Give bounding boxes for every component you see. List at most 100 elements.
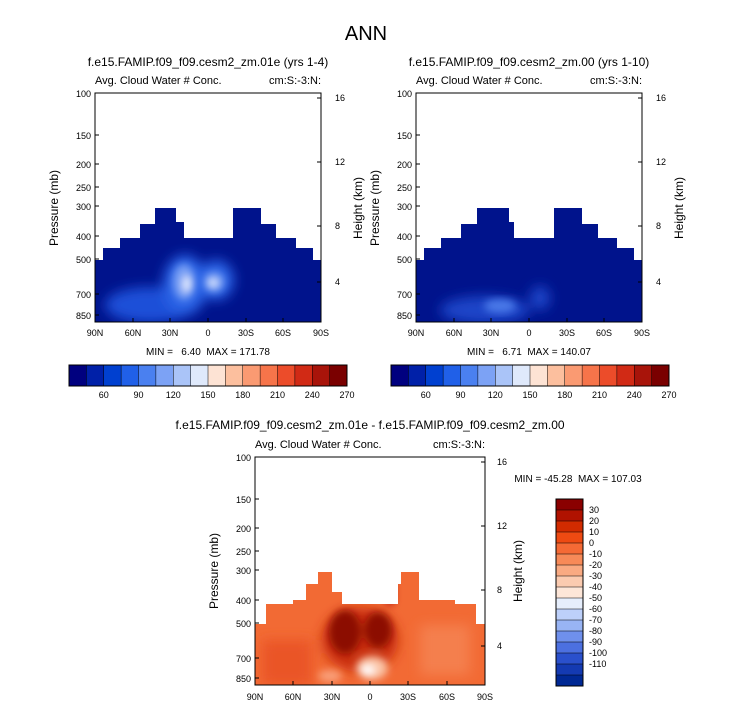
- colorbar-swatch: [556, 653, 583, 665]
- colorbar-label: 150: [522, 390, 537, 400]
- x-tick-label: 60S: [275, 328, 291, 338]
- panel-subtitle-left: Avg. Cloud Water # Conc.: [416, 75, 543, 87]
- x-tick-label: 30S: [238, 328, 254, 338]
- x-tick-label: 0: [205, 328, 210, 338]
- y-axis-label-right: Height (km): [672, 177, 686, 239]
- y-tick-label-right: 4: [497, 641, 502, 651]
- colorbar-swatch: [556, 675, 583, 687]
- y-tick-label-right: 8: [497, 585, 502, 595]
- colorbar-swatch: [547, 365, 566, 386]
- colorbar-label: 20: [589, 516, 599, 526]
- colorbar-swatch: [242, 365, 261, 386]
- colorbar-label: 210: [270, 390, 285, 400]
- y-tick-label: 400: [236, 596, 251, 606]
- panel-title: f.e15.FAMIP.f09_f09.cesm2_zm.00 (yrs 1-1…: [409, 55, 650, 69]
- x-tick-label: 0: [367, 692, 372, 702]
- colorbar-swatch: [329, 365, 348, 386]
- colorbar-swatch: [425, 365, 444, 386]
- colorbar-swatch: [477, 365, 496, 386]
- x-ticks: 90N 60N 30N 0 30S 60S 90S: [408, 318, 650, 338]
- colorbar-swatch: [530, 365, 548, 386]
- colorbar-label: 210: [592, 390, 607, 400]
- colorbar-label: -70: [589, 615, 602, 625]
- y-tick-label: 250: [397, 183, 412, 193]
- colorbar-swatch: [512, 365, 531, 386]
- x-tick-label: 90N: [87, 328, 104, 338]
- colorbar-frame: [555, 498, 584, 687]
- colorbar-label: 270: [661, 390, 676, 400]
- x-tick-label: 60N: [125, 328, 142, 338]
- y-ticks: 100 150 200 250 300 400 500 700 850: [397, 89, 420, 321]
- colorbar-swatch: [208, 365, 226, 386]
- colorbar-swatch: [582, 365, 600, 386]
- colorbar-swatch: [556, 499, 583, 511]
- y-tick-label-right: 8: [335, 221, 340, 231]
- field-blob: [484, 299, 516, 313]
- y-tick-label-right: 4: [656, 277, 661, 287]
- colorbar-swatch: [408, 365, 427, 386]
- colorbar-swatch: [556, 664, 583, 676]
- y-axis-label: Pressure (mb): [47, 170, 61, 246]
- colorbar-swatch: [391, 365, 409, 386]
- y-tick-label: 500: [397, 255, 412, 265]
- colorbar-swatch: [190, 365, 209, 386]
- min-max-stats: MIN = -45.28 MAX = 107.03: [514, 474, 642, 485]
- x-tick-label: 30N: [324, 692, 341, 702]
- y-axis-label: Pressure (mb): [368, 170, 382, 246]
- y-ticks: 100 150 200 250 300 400 500 700 850: [236, 453, 259, 684]
- x-tick-label: 90S: [313, 328, 329, 338]
- y-tick-label-right: 12: [335, 157, 345, 167]
- colorbar-swatch: [556, 587, 583, 599]
- y-tick-label: 400: [397, 232, 412, 242]
- y-tick-label: 500: [236, 619, 251, 629]
- x-tick-label: 0: [526, 328, 531, 338]
- y-ticks-right: 16 12 8 4: [481, 457, 507, 651]
- colorbar-swatch: [556, 510, 583, 522]
- colorbar-swatch: [556, 576, 583, 588]
- colorbar: 60 90 120 150 180 210 240 270: [68, 364, 355, 400]
- x-tick-label: 90S: [477, 692, 493, 702]
- panel-subtitle-right: cm:S:-3:N:: [590, 75, 642, 87]
- y-tick-label: 100: [397, 89, 412, 99]
- colorbar-label: -90: [589, 637, 602, 647]
- y-tick-label: 700: [236, 654, 251, 664]
- colorbar-swatch: [556, 598, 583, 610]
- y-tick-label: 300: [236, 566, 251, 576]
- y-tick-label: 200: [397, 160, 412, 170]
- x-tick-label: 60N: [285, 692, 302, 702]
- colorbar-swatch: [277, 365, 296, 386]
- colorbar-label: 30: [589, 505, 599, 515]
- colorbar-swatch: [556, 565, 583, 577]
- y-tick-label: 200: [236, 524, 251, 534]
- y-tick-label-right: 4: [335, 277, 340, 287]
- colorbar-swatch: [599, 365, 618, 386]
- colorbar-label: 240: [627, 390, 642, 400]
- contour-field: [95, 208, 321, 322]
- panel-subtitle-left: Avg. Cloud Water # Conc.: [95, 75, 222, 87]
- panel-model-01e: f.e15.FAMIP.f09_f09.cesm2_zm.01e (yrs 1-…: [47, 55, 365, 400]
- y-tick-label: 100: [76, 89, 91, 99]
- colorbar-swatch: [564, 365, 583, 386]
- colorbar-swatch: [556, 554, 583, 566]
- field-blob: [262, 640, 312, 685]
- panel-subtitle-right: cm:S:-3:N:: [433, 439, 485, 451]
- panel-difference: f.e15.FAMIP.f09_f09.cesm2_zm.01e - f.e15…: [175, 418, 642, 702]
- x-tick-label: 30N: [483, 328, 500, 338]
- page-title: ANN: [345, 23, 387, 45]
- field-blob: [364, 612, 392, 648]
- colorbar-swatch: [69, 365, 87, 386]
- y-axis-label: Pressure (mb): [207, 533, 221, 609]
- panel-model-00: f.e15.FAMIP.f09_f09.cesm2_zm.00 (yrs 1-1…: [368, 55, 686, 400]
- colorbar-label: 180: [557, 390, 572, 400]
- colorbar-swatch: [260, 365, 278, 386]
- colorbar-label: -40: [589, 582, 602, 592]
- field-blob: [530, 286, 550, 310]
- field-blob: [183, 276, 191, 292]
- colorbar-swatch: [556, 609, 583, 621]
- colorbar-swatch: [556, 642, 583, 654]
- y-tick-label: 850: [236, 674, 251, 684]
- panel-subtitle-right: cm:S:-3:N:: [269, 75, 321, 87]
- y-ticks: 100 150 200 250 300 400 500 700 850: [76, 89, 99, 321]
- colorbar-label: -100: [589, 648, 607, 658]
- field-blob: [208, 279, 218, 287]
